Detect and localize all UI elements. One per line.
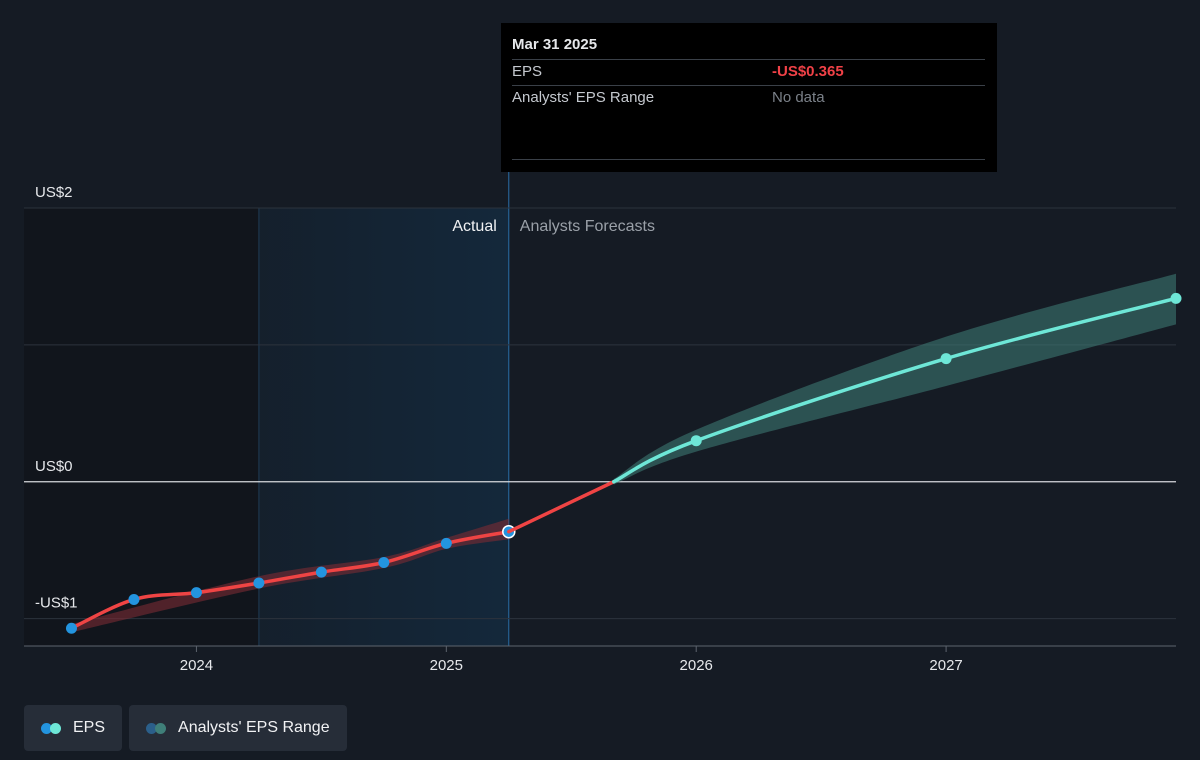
legend-label-eps: EPS (73, 719, 106, 736)
tooltip-row-range: Analysts' EPS Range No data (512, 86, 985, 111)
tooltip-eps-value: -US$0.365 (772, 63, 844, 80)
tooltip-eps-label: EPS (512, 63, 543, 80)
eps-actual-point (378, 557, 390, 569)
eps-forecast-line-negative (507, 480, 616, 534)
range-legend-icon (146, 721, 170, 735)
eps-legend-icon (41, 721, 65, 735)
eps-actual-point (65, 622, 77, 634)
eps-actual-point (253, 577, 265, 589)
x-tick-label: 2027 (929, 657, 962, 674)
legend-item-eps[interactable]: EPS (24, 705, 123, 751)
eps-forecast-point (940, 353, 952, 365)
y-tick-label: -US$1 (35, 595, 78, 612)
legend-dot-forecast (50, 723, 61, 734)
legend: EPS Analysts' EPS Range (24, 705, 347, 751)
x-tick-label: 2025 (430, 657, 463, 674)
eps-forecast-line (611, 296, 1178, 484)
x-tick-label: 2024 (180, 657, 213, 674)
legend-dot-range-actual (146, 723, 158, 734)
legend-dot-range-forecast (155, 723, 167, 734)
eps-forecast-point (1170, 292, 1182, 304)
past-region-background (24, 208, 259, 646)
y-tick-label: US$2 (35, 184, 73, 201)
eps-forecast-point (690, 435, 702, 447)
forecast-label: Analysts Forecasts (520, 218, 655, 235)
eps-actual-point (440, 537, 452, 549)
tooltip-range-label: Analysts' EPS Range (512, 89, 655, 106)
x-tick-label: 2026 (680, 657, 713, 674)
tooltip-range-value: No data (772, 89, 825, 106)
legend-dot-actual (41, 723, 52, 734)
tooltip-row-eps: EPS -US$0.365 (512, 60, 985, 86)
eps-actual-point (315, 566, 327, 578)
forecast-range-band (613, 273, 1176, 485)
tooltip-divider (512, 111, 985, 160)
tooltip-date: Mar 31 2025 (512, 35, 985, 60)
legend-label-range: Analysts' EPS Range (178, 719, 330, 736)
eps-actual-point (190, 587, 202, 599)
eps-actual-point (128, 593, 140, 605)
actual-label: Actual (452, 218, 496, 235)
y-tick-label: US$0 (35, 458, 73, 475)
actual-range-band (71, 518, 509, 633)
legend-item-range[interactable]: Analysts' EPS Range (129, 705, 347, 751)
tooltip: Mar 31 2025 EPS -US$0.365 Analysts' EPS … (501, 23, 997, 172)
